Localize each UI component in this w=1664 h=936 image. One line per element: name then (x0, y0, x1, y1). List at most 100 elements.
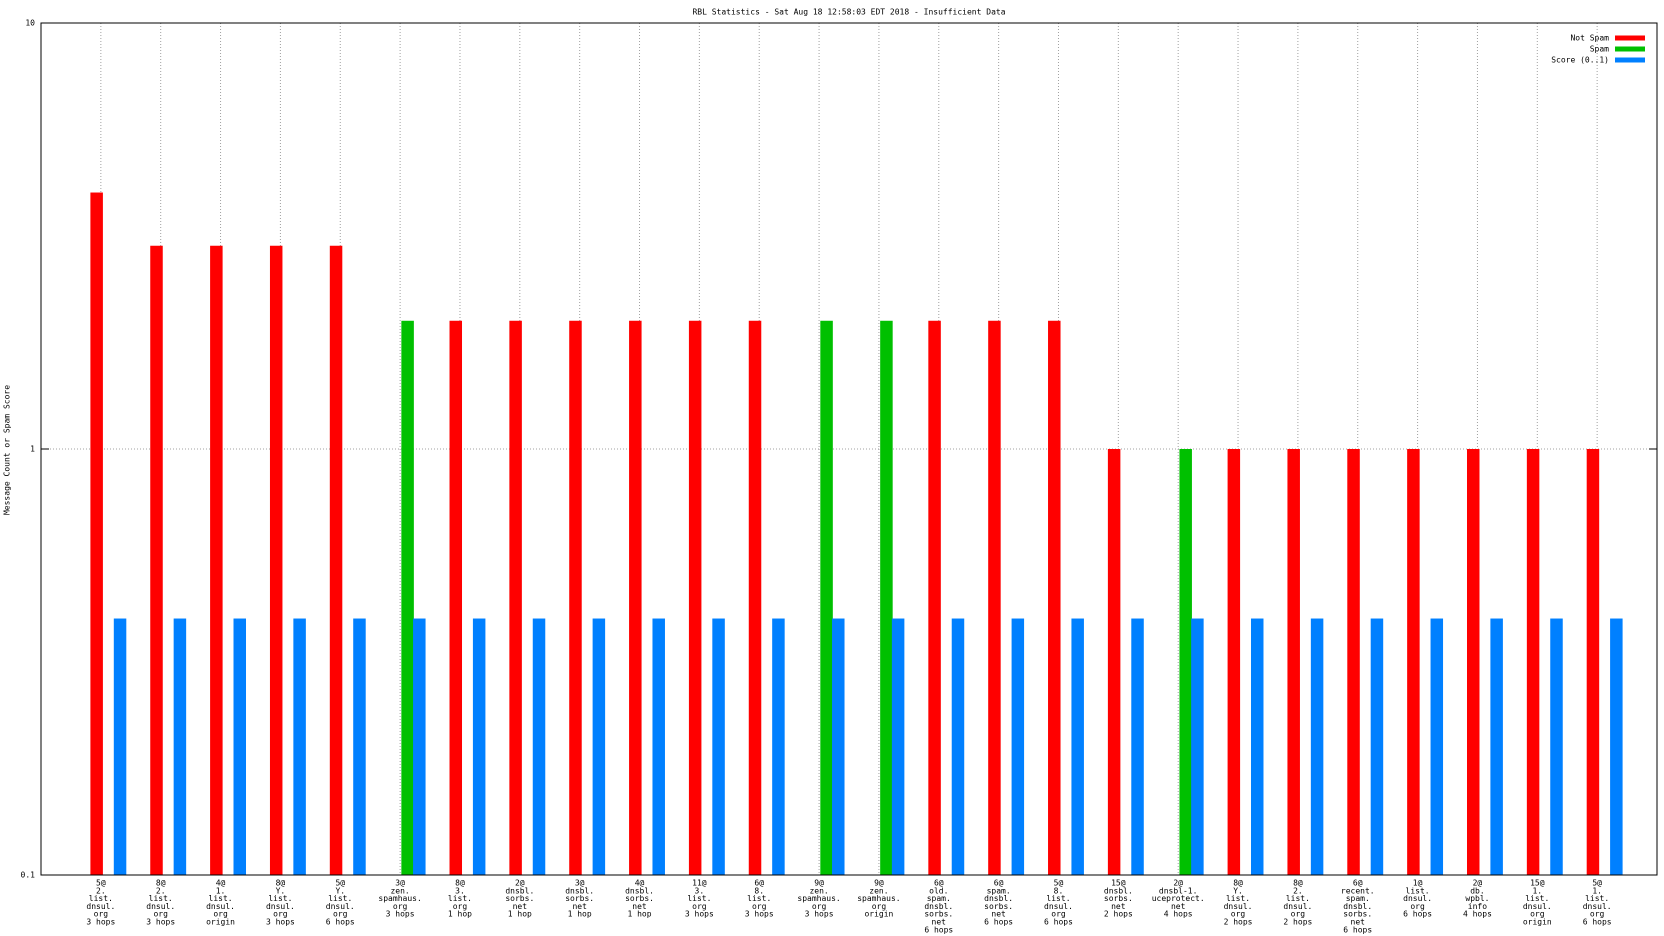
x-tick-label: 2@ (1473, 879, 1483, 888)
bar (1250, 618, 1264, 875)
x-tick-label: 2. (96, 886, 106, 895)
x-tick-label: spamhaus. (797, 894, 840, 903)
x-tick-label: list. (1286, 894, 1310, 903)
x-tick-label: 15@ (1111, 879, 1126, 888)
x-tick-label: 2@ (1173, 879, 1183, 888)
x-tick-label: 1 hop (448, 910, 472, 919)
x-tick-label: 6 hops (1403, 910, 1432, 919)
x-tick-label: dnsul. (146, 902, 175, 911)
x-tick-label: origin (206, 918, 235, 927)
x-tick-label: 1. (1592, 886, 1602, 895)
bar (1227, 449, 1241, 875)
x-tick-label: net (572, 902, 587, 911)
bar (1430, 618, 1444, 875)
bar (401, 320, 414, 875)
x-tick-label: 4 hops (1463, 910, 1492, 919)
x-tick-label: dnsul. (1583, 902, 1612, 911)
x-tick-label: list. (687, 894, 711, 903)
plot-frame (40, 22, 1658, 876)
x-tick-label: org (273, 910, 288, 919)
x-tick-label: org (752, 902, 767, 911)
x-tick-label: origin (1523, 918, 1552, 927)
x-tick-label: org (94, 910, 109, 919)
x-tick-label: dnsul. (1044, 902, 1073, 911)
x-tick-label: uceprotect. (1152, 894, 1205, 903)
x-tick-label: sorbs. (505, 894, 534, 903)
x-tick-label: 6@ (994, 879, 1004, 888)
y-tick-label: 1 (30, 445, 35, 454)
x-tick-label: 3. (695, 886, 705, 895)
x-tick-label: dnsul. (86, 902, 115, 911)
bar (1191, 618, 1204, 875)
x-tick-label: 6@ (1353, 879, 1363, 888)
x-tick-label: 5@ (335, 879, 345, 888)
x-tick-label: 5@ (1054, 879, 1064, 888)
x-tick-label: org (1410, 902, 1425, 911)
bar (1287, 449, 1300, 875)
bar (988, 320, 1001, 875)
y-tick-label: 10 (25, 19, 35, 28)
x-tick-label: sorbs. (625, 894, 654, 903)
x-tick-label: 5@ (96, 879, 106, 888)
x-tick-label: 3@ (395, 879, 405, 888)
x-tick-label: list. (328, 894, 352, 903)
x-tick-label: wpbl. (1465, 894, 1489, 903)
bar (928, 320, 941, 875)
legend-label: Not Spam (1570, 34, 1609, 43)
bar (592, 618, 606, 875)
x-tick-label: 9@ (874, 879, 884, 888)
bar (712, 618, 725, 875)
bar (173, 618, 187, 875)
x-tick-label: 6 hops (1583, 918, 1612, 927)
bar (772, 618, 785, 875)
x-tick-label: 3 hops (805, 910, 834, 919)
x-tick-label: 8@ (156, 879, 166, 888)
x-tick-label: 6 hops (1343, 925, 1372, 934)
x-tick-label: zen. (390, 886, 409, 895)
x-tick-label: 8@ (1233, 879, 1243, 888)
x-tick-label: sorbs. (924, 910, 953, 919)
x-tick-label: zen. (869, 886, 888, 895)
x-tick-label: 2. (156, 886, 166, 895)
x-tick-label: 9@ (814, 879, 824, 888)
bar (891, 618, 905, 875)
x-tick-label: org (453, 902, 468, 911)
bar (113, 618, 127, 875)
bar (353, 618, 366, 875)
x-tick-label: sorbs. (1343, 910, 1372, 919)
x-tick-label: Y. (335, 886, 345, 895)
bar (1179, 449, 1192, 875)
bar (233, 618, 247, 875)
x-tick-label: sorbs. (1104, 894, 1133, 903)
x-tick-label: list. (149, 894, 173, 903)
x-tick-label: 6@ (754, 879, 764, 888)
x-tick-label: list. (89, 894, 113, 903)
bar (1490, 618, 1503, 875)
x-tick-label: org (153, 910, 168, 919)
x-tick-label: org (692, 902, 707, 911)
x-tick-label: origin (864, 910, 893, 919)
bar (1071, 618, 1084, 875)
bar (1048, 320, 1061, 875)
bar (90, 192, 103, 875)
x-tick-label: org (333, 910, 348, 919)
x-tick-label: dnsul. (1403, 894, 1432, 903)
chart-title: RBL Statistics - Sat Aug 18 12:58:03 EDT… (692, 8, 1005, 17)
bar (629, 320, 642, 875)
x-tick-label: list. (1585, 894, 1609, 903)
x-tick-label: dnsul. (1523, 902, 1552, 911)
x-tick-label: sorbs. (984, 902, 1013, 911)
x-tick-label: info (1468, 902, 1487, 911)
bar (688, 320, 702, 875)
x-tick-label: 5@ (1592, 879, 1602, 888)
bar (1310, 618, 1324, 875)
x-tick-label: 8@ (1293, 879, 1303, 888)
x-tick-label: net (1111, 902, 1126, 911)
x-tick-label: dnsbl. (565, 886, 594, 895)
legend-swatch (1615, 57, 1645, 63)
legend-swatch (1615, 35, 1645, 41)
x-tick-label: dnsul. (326, 902, 355, 911)
bar (748, 320, 762, 875)
x-tick-label: 1 hop (568, 910, 592, 919)
x-tick-label: 4@ (216, 879, 226, 888)
